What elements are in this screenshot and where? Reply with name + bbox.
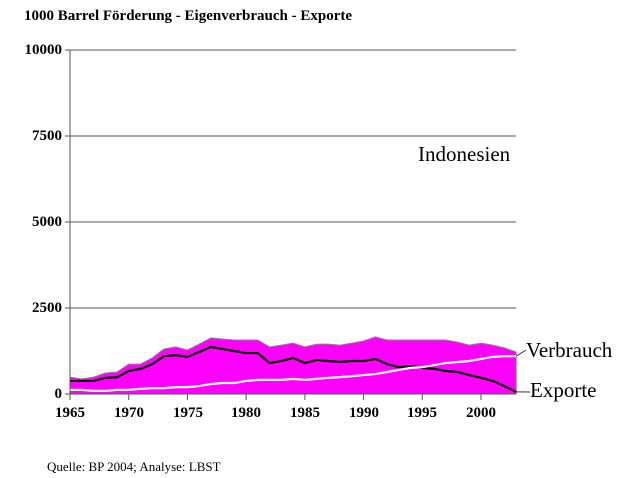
exporte-line [70, 345, 517, 393]
x-tick-label-1970: 1970 [114, 405, 144, 421]
x-tick-label-1985: 1985 [290, 405, 320, 421]
verbrauch-leader-line [515, 349, 527, 357]
y-tick-label-7500: 7500 [32, 128, 62, 144]
x-tick-label-1980: 1980 [231, 405, 261, 421]
verbrauch-line [70, 355, 517, 393]
legend-label-exporte: Exporte [530, 378, 597, 402]
legend-label-verbrauch: Verbrauch [526, 338, 613, 362]
x-tick-label-1965: 1965 [55, 405, 85, 421]
chart-title: 1000 Barrel Förderung - Eigenverbrauch -… [24, 8, 353, 24]
x-tick-label-1995: 1995 [407, 405, 437, 421]
country-annotation: Indonesien [418, 142, 511, 166]
y-tick-label-5000: 5000 [32, 214, 62, 230]
y-tick-label-10000: 10000 [24, 42, 63, 58]
production-area [69, 336, 517, 395]
x-tick-label-1975: 1975 [173, 405, 203, 421]
x-tick-label-2000: 2000 [466, 405, 496, 421]
y-tick-label-0: 0 [54, 386, 63, 402]
x-tick-label-1990: 1990 [349, 405, 379, 421]
y-tick-label-2500: 2500 [32, 300, 62, 316]
source-note: Quelle: BP 2004; Analyse: LBST [47, 459, 221, 474]
